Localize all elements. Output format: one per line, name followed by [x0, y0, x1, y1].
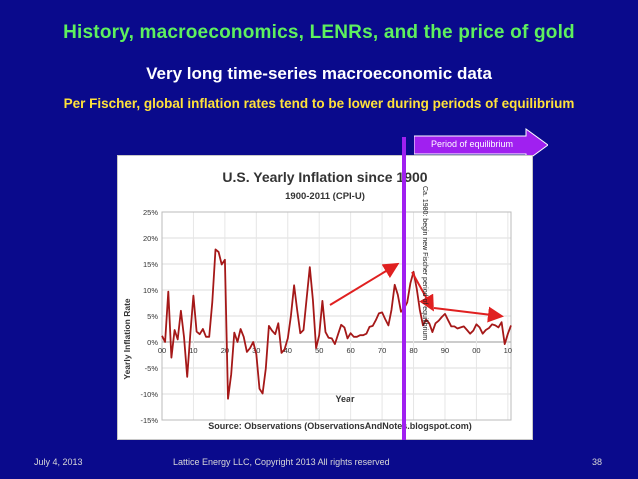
- x-tick-label: 40: [284, 346, 292, 355]
- x-tick-label: 90: [441, 346, 449, 355]
- footer-copyright: Lattice Energy LLC, Copyright 2013 All r…: [173, 457, 390, 467]
- y-tick-label: -15%: [140, 416, 158, 425]
- y-tick-label: -5%: [145, 364, 159, 373]
- y-tick-label: 5%: [147, 312, 158, 321]
- x-tick-label: 70: [378, 346, 386, 355]
- x-axis-label: Year: [335, 394, 355, 404]
- y-tick-label: 10%: [143, 286, 158, 295]
- inflation-chart: U.S. Yearly Inflation since 1900 1900-20…: [117, 155, 533, 440]
- arrow-shape: [414, 128, 548, 162]
- y-tick-label: 20%: [143, 234, 158, 243]
- x-tick-label: 60: [346, 346, 354, 355]
- plot-area: [161, 211, 512, 421]
- y-tick-label: 0%: [147, 338, 158, 347]
- y-axis-label: Yearly Inflation Rate: [122, 298, 132, 380]
- y-tick-label: -10%: [140, 390, 158, 399]
- y-tick-label: 25%: [143, 208, 158, 217]
- chart-subtitle: 1900-2011 (CPI-U): [285, 191, 365, 202]
- x-tick-label: 10: [189, 346, 197, 355]
- equilibrium-tag-label: Period of equilibrium: [430, 139, 514, 149]
- x-tick-label: 00: [472, 346, 480, 355]
- chart-title: U.S. Yearly Inflation since 1900: [222, 169, 427, 185]
- chart-source: Source: Observations (ObservationsAndNot…: [208, 421, 472, 431]
- y-tick-label: 15%: [143, 260, 158, 269]
- x-tick-label: 80: [409, 346, 417, 355]
- inflation-chart-svg: U.S. Yearly Inflation since 1900 1900-20…: [122, 169, 512, 431]
- x-tick-label: 10: [504, 346, 512, 355]
- inflation-series-line: [161, 248, 512, 400]
- slide-subtitle: Very long time-series macroeconomic data: [146, 64, 492, 83]
- footer-date: July 4, 2013: [34, 457, 83, 467]
- x-tick-label: 00: [158, 346, 166, 355]
- x-tick-label: 50: [315, 346, 323, 355]
- footer-page-number: 38: [592, 457, 603, 467]
- slide-title: History, macroeconomics, LENRs, and the …: [63, 22, 575, 43]
- equilibrium-period-arrow: Period of equilibrium: [414, 127, 548, 163]
- slide-caption: Per Fischer, global inflation rates tend…: [63, 96, 575, 111]
- x-tick-label: 20: [221, 346, 229, 355]
